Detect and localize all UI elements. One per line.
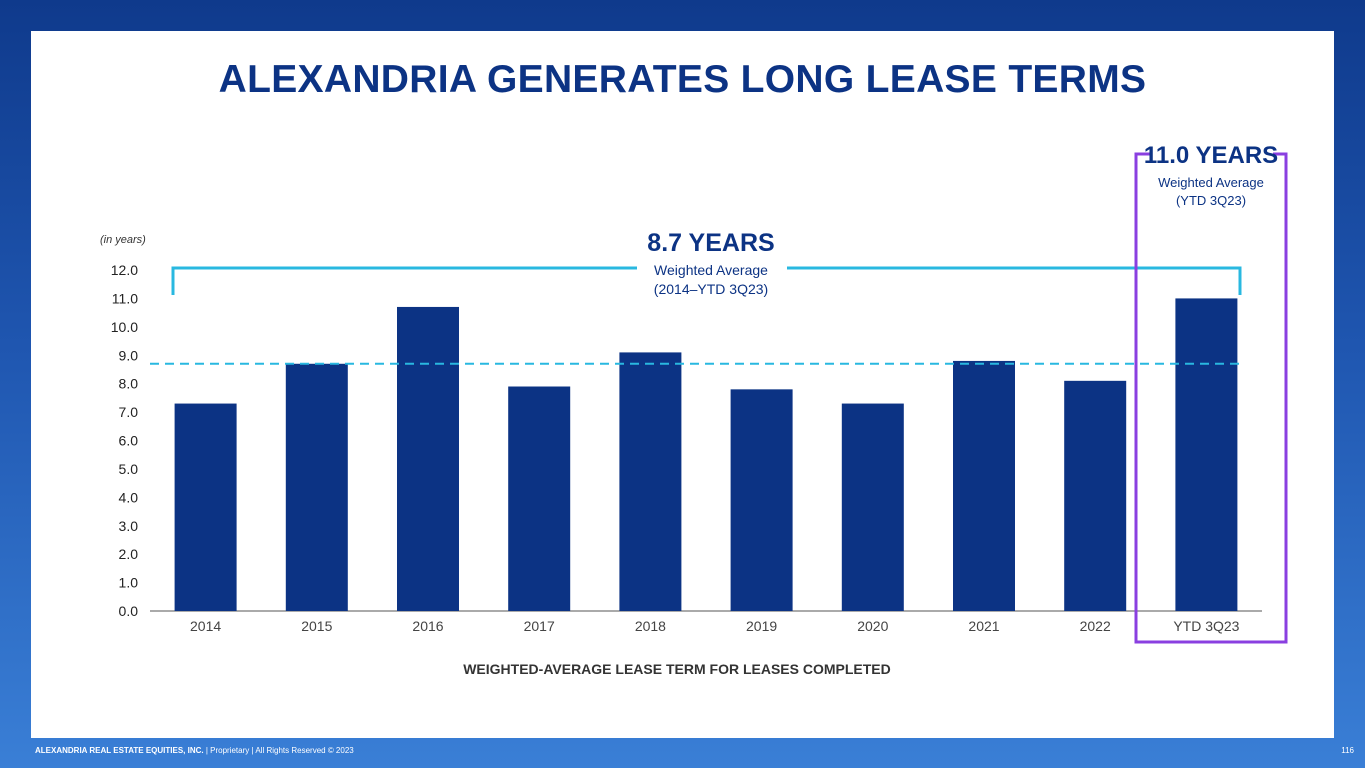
x-tick-label: 2021 — [968, 618, 999, 634]
bar — [397, 306, 459, 611]
average-bracket-left — [171, 266, 637, 295]
y-tick-label: 11.0 — [112, 290, 138, 306]
y-tick-label: 2.0 — [119, 546, 139, 562]
x-tick-label: 2017 — [524, 618, 555, 634]
chart-title: WEIGHTED-AVERAGE LEASE TERM FOR LEASES C… — [463, 661, 891, 677]
x-tick-label: 2020 — [857, 618, 888, 634]
y-tick-label: 12.0 — [111, 262, 138, 278]
x-tick-label: 2019 — [746, 618, 777, 634]
highlight-headline: 11.0 YEARS — [1144, 142, 1278, 169]
highlight-label-line1: Weighted Average — [1158, 175, 1264, 190]
x-axis-labels: 2014 2015 2016 2017 2018 2019 2020 2021 2022 YTD … — [190, 618, 1240, 634]
bar — [285, 363, 348, 611]
y-tick-label: 9.0 — [119, 347, 139, 363]
y-tick-label: 5.0 — [119, 461, 139, 477]
y-axis-ticks: 0.0 1.0 2.0 3.0 4.0 5.0 6.0 7.0 8.0 9.0 10.0 11.0 12… — [111, 262, 138, 619]
x-tick-label: YTD 3Q23 — [1173, 618, 1239, 634]
bar-group — [174, 298, 1238, 611]
footer-company: ALEXANDRIA REAL ESTATE EQUITIES, INC. — [35, 746, 204, 755]
y-tick-label: 3.0 — [119, 518, 139, 534]
bar — [1175, 298, 1238, 611]
x-tick-label: 2015 — [301, 618, 332, 634]
y-tick-label: 8.0 — [119, 376, 139, 392]
page-title: ALEXANDRIA GENERATES LONG LEASE TERMS — [218, 58, 1147, 101]
footer-copyright: ALEXANDRIA REAL ESTATE EQUITIES, INC. | … — [35, 746, 354, 755]
y-tick-label: 7.0 — [119, 404, 139, 420]
x-tick-label: 2016 — [412, 618, 443, 634]
average-label-line1: Weighted Average — [654, 262, 768, 278]
x-tick-label: 2018 — [635, 618, 666, 634]
y-tick-label: 1.0 — [119, 575, 139, 591]
y-tick-label: 10.0 — [111, 319, 138, 335]
highlight-box-left — [1134, 152, 1288, 644]
highlight-label-line2: (YTD 3Q23) — [1176, 193, 1246, 208]
footer-rights: | Proprietary | All Rights Reserved © 20… — [203, 746, 354, 755]
average-label-line2: (2014–YTD 3Q23) — [654, 281, 768, 297]
unit-note: (in years) — [100, 234, 146, 246]
x-tick-label: 2022 — [1080, 618, 1111, 634]
average-bracket-right — [787, 266, 1242, 295]
bar — [953, 360, 1015, 611]
y-tick-label: 4.0 — [119, 489, 139, 505]
bar — [841, 403, 904, 611]
bar — [730, 389, 793, 611]
y-tick-label: 6.0 — [119, 433, 139, 449]
bar — [174, 403, 237, 611]
bar — [1064, 380, 1127, 611]
bar — [508, 386, 571, 611]
y-tick-label: 0.0 — [119, 603, 139, 619]
bar — [619, 352, 682, 611]
x-tick-label: 2014 — [190, 618, 221, 634]
average-headline: 8.7 YEARS — [647, 229, 774, 257]
page-number: 116 — [1341, 746, 1354, 755]
